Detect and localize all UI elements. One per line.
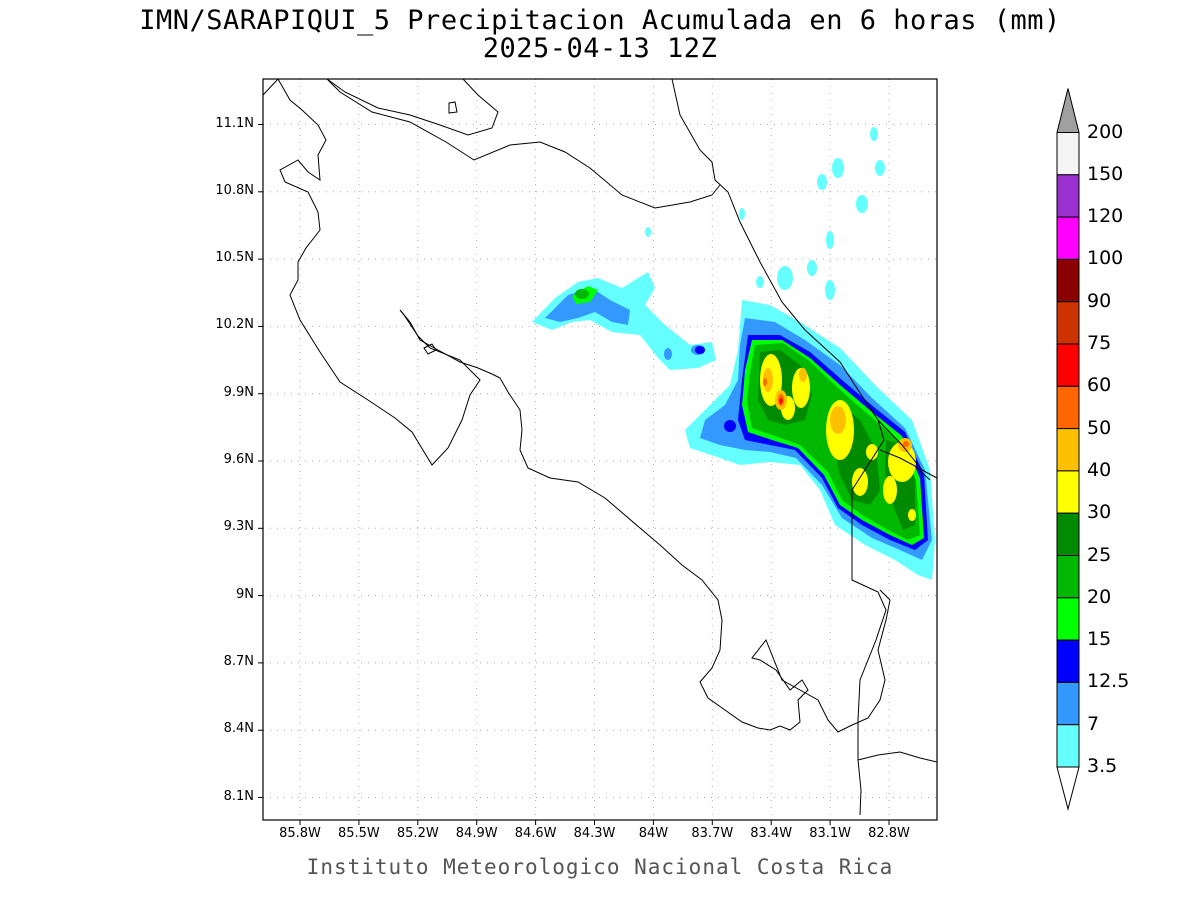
colorbar-swatch <box>1056 385 1080 430</box>
latitude-tick-label: 9N <box>236 586 254 602</box>
longitude-tick-label: 82.8W <box>868 826 910 841</box>
colorbar-label: 50 <box>1087 416 1112 439</box>
colorbar-label: 60 <box>1087 374 1112 397</box>
nicaragua-border <box>326 79 721 209</box>
colorbar-swatch <box>1056 512 1080 557</box>
latitude-tick-label: 10.2N <box>215 317 254 333</box>
colorbar-swatch <box>1056 681 1080 726</box>
pacific-coast-south <box>499 377 891 733</box>
colorbar-label: 25 <box>1087 543 1112 566</box>
credit-footer: Instituto Meteorologico Nacional Costa R… <box>306 855 894 879</box>
colorbar-swatch <box>1056 555 1080 599</box>
map-gridlines <box>263 79 937 820</box>
colorbar-label: 90 <box>1087 289 1112 312</box>
rain-area-7 <box>545 288 630 325</box>
bocas-islands <box>879 449 931 481</box>
map-title: IMN/SARAPIQUI_5 Precipitacion Acumulada … <box>139 5 1061 36</box>
longitude-tick-label: 84.3W <box>573 826 616 841</box>
longitude-tick-label: 83.7W <box>691 826 734 841</box>
colorbar-swatch <box>1056 597 1080 641</box>
colorbar-swatch <box>1056 132 1080 176</box>
longitude-tick-label: 85.5W <box>337 826 380 841</box>
longitude-tick-label: 85.2W <box>396 826 439 841</box>
latitude-tick-label: 10.8N <box>215 182 254 198</box>
colorbar-label: 40 <box>1087 458 1112 481</box>
coastlines-borders <box>263 79 937 816</box>
colorbar-label: 75 <box>1087 332 1112 354</box>
map-datetime: 2025-04-13 12Z <box>482 33 718 64</box>
colorbar-label: 150 <box>1087 162 1124 185</box>
colorbar-swatch <box>1056 343 1080 387</box>
colorbar-label: 20 <box>1087 585 1112 608</box>
colorbar-label: 12.5 <box>1087 670 1130 693</box>
colorbar-label: 120 <box>1087 205 1124 228</box>
latitude-tick-label: 9.9N <box>223 384 254 400</box>
longitude-tick-label: 84.9W <box>455 826 498 841</box>
longitude-tick-label: 84W <box>638 826 669 841</box>
colorbar-label: 30 <box>1087 501 1112 524</box>
map-frame <box>262 78 938 821</box>
colorbar-swatch <box>1056 174 1080 218</box>
caribbean-coast <box>671 79 937 479</box>
lake-nicaragua-shore <box>326 79 499 136</box>
latitude-tick-label: 8.7N <box>223 653 254 669</box>
pacific-coast-north <box>263 79 481 466</box>
colorbar <box>1056 88 1080 811</box>
nicoya-gulf-coast <box>399 309 501 379</box>
precipitation-field <box>532 127 935 580</box>
colorbar-swatch <box>1056 639 1080 683</box>
latitude-tick-label: 10.5N <box>215 250 254 266</box>
colorbar-over-arrow <box>1056 88 1080 133</box>
colorbar-label: 200 <box>1087 120 1124 143</box>
colorbar-swatch <box>1056 258 1080 303</box>
colorbar-label: 15 <box>1087 628 1112 651</box>
latitude-tick-label: 9.3N <box>223 519 254 535</box>
longitude-tick-label: 84.6W <box>514 826 557 841</box>
colorbar-label: 7 <box>1087 712 1100 735</box>
latitude-tick-label: 8.4N <box>223 721 254 737</box>
latitude-tick-label: 9.6N <box>223 452 254 467</box>
colorbar-swatch <box>1056 428 1080 472</box>
colorbar-swatch <box>1056 724 1080 768</box>
longitude-tick-label: 83.4W <box>750 826 793 841</box>
latitude-tick-label: 8.1N <box>223 788 254 804</box>
colorbar-label: 100 <box>1087 247 1124 270</box>
longitude-tick-label: 83.1W <box>809 826 851 841</box>
colorbar-under-arrow <box>1056 766 1080 811</box>
chiriqui-lake <box>423 343 437 355</box>
burica-coast <box>857 751 937 763</box>
small-island <box>448 101 458 114</box>
colorbar-swatch <box>1056 301 1080 345</box>
longitude-tick-label: 85.8W <box>279 826 321 841</box>
colorbar-swatch <box>1056 470 1080 514</box>
latitude-tick-label: 11.1N <box>215 115 254 131</box>
colorbar-swatch <box>1056 216 1080 260</box>
colorbar-label: 3.5 <box>1087 755 1118 777</box>
